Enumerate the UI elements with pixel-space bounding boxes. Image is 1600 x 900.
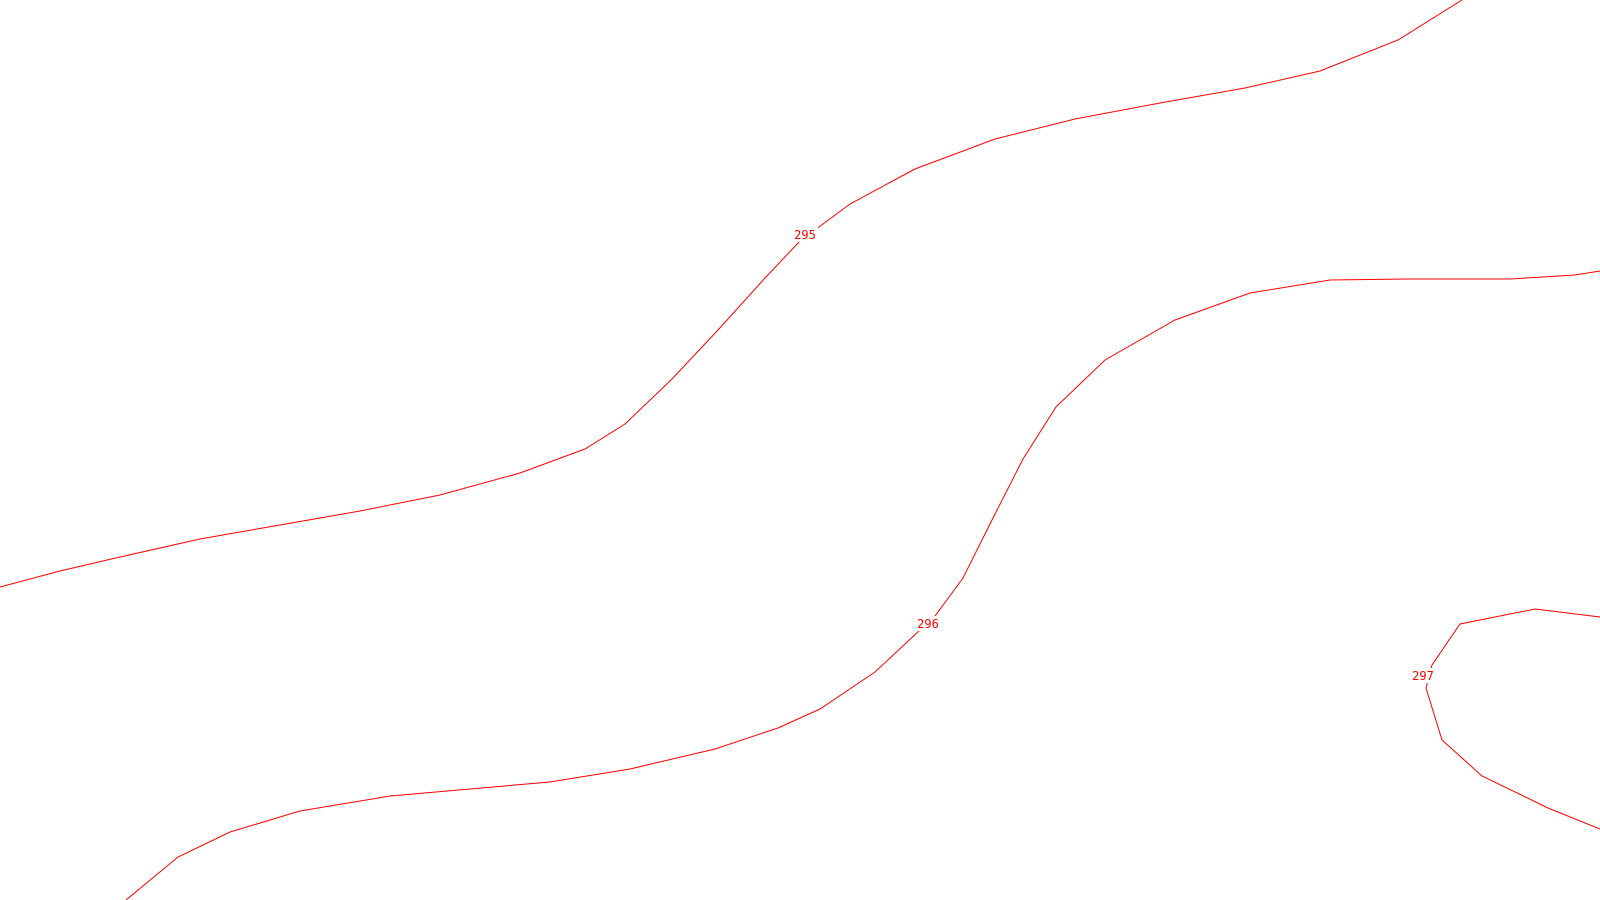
contour-label-halo-295 (792, 227, 818, 242)
contour-label-297: 297 (1412, 669, 1434, 683)
contour-line-296 (125, 270, 1600, 900)
contour-296: 296 (125, 270, 1600, 900)
contour-line-297 (1425, 608, 1600, 830)
contour-label-halo-296 (915, 616, 941, 631)
contour-label-halo-297 (1410, 668, 1436, 683)
contour-295: 295 (0, 0, 1463, 588)
contour-label-295: 295 (794, 228, 816, 242)
contour-297: 297 (1410, 608, 1600, 830)
contour-line-295 (0, 0, 1463, 588)
contour-label-296: 296 (917, 617, 939, 631)
